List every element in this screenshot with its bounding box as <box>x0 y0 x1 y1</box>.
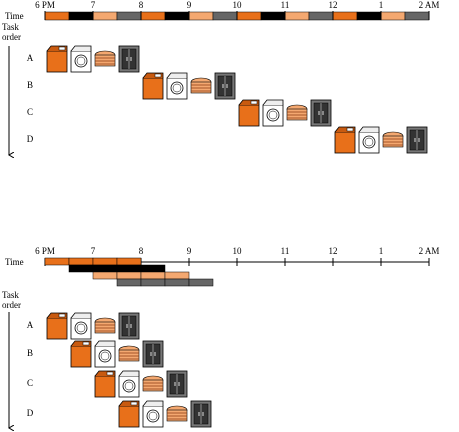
hour-label: 8 <box>139 0 144 10</box>
dryer-icon <box>70 45 92 73</box>
time-segment <box>140 264 166 273</box>
hour-label: 11 <box>281 0 290 10</box>
hour-label: 10 <box>233 246 243 256</box>
task-label: A <box>27 320 34 330</box>
hour-label: 12 <box>329 246 338 256</box>
time-segment <box>68 257 94 266</box>
closet-icon <box>406 126 428 154</box>
closet-icon <box>142 340 164 368</box>
time-segment <box>404 11 430 21</box>
hour-label: 1 <box>379 0 384 10</box>
time-segment <box>44 257 70 266</box>
hour-label: 12 <box>329 0 338 10</box>
time-segment <box>92 264 118 273</box>
washer-icon <box>46 312 68 340</box>
dryer-icon <box>118 370 140 398</box>
time-segment <box>68 264 94 273</box>
time-segment <box>116 271 142 280</box>
time-segment <box>116 257 142 266</box>
closet-icon <box>214 72 236 100</box>
time-segment <box>92 11 118 21</box>
axis-label: Time <box>5 11 24 21</box>
hour-label: 7 <box>91 0 96 10</box>
task-label: B <box>27 80 33 90</box>
closet-icon <box>118 45 140 73</box>
closet-icon <box>166 370 188 398</box>
hour-label: 9 <box>187 0 192 10</box>
axis-label: Time <box>5 257 24 267</box>
washer-icon <box>142 72 164 100</box>
time-segment <box>164 11 190 21</box>
task-label: D <box>27 134 34 144</box>
time-segment <box>212 11 238 21</box>
time-segment <box>140 11 166 21</box>
time-segment <box>140 271 166 280</box>
fold-icon <box>382 131 404 148</box>
time-segment <box>380 11 406 21</box>
washer-icon <box>70 340 92 368</box>
time-segment <box>260 11 286 21</box>
hour-label: 11 <box>281 246 290 256</box>
time-segment <box>164 271 190 280</box>
time-segment <box>188 11 214 21</box>
hour-label: 10 <box>233 0 243 10</box>
time-segment <box>164 278 190 287</box>
fold-icon <box>142 375 164 392</box>
dryer-icon <box>94 340 116 368</box>
hour-label: 1 <box>379 246 384 256</box>
hour-label: 6 PM <box>35 246 55 256</box>
time-segment <box>92 271 118 280</box>
washer-icon <box>94 370 116 398</box>
washer-icon <box>334 126 356 154</box>
washer-icon <box>238 99 260 127</box>
order-label: order <box>2 300 21 310</box>
washer-icon <box>46 45 68 73</box>
order-label: Task <box>2 22 19 32</box>
closet-icon <box>310 99 332 127</box>
time-segment <box>116 264 142 273</box>
time-segment <box>44 11 70 21</box>
time-segment <box>356 11 382 21</box>
order-label: Task <box>2 290 19 300</box>
time-segment <box>332 11 358 21</box>
fold-icon <box>94 50 116 67</box>
time-segment <box>284 11 310 21</box>
hour-label: 2 AM <box>419 0 440 10</box>
dryer-icon <box>262 99 284 127</box>
time-segment <box>116 11 142 21</box>
time-segment <box>68 11 94 21</box>
dryer-icon <box>358 126 380 154</box>
task-label: D <box>27 408 34 418</box>
closet-icon <box>190 400 212 428</box>
closet-icon <box>118 312 140 340</box>
task-label: C <box>27 378 33 388</box>
hour-label: 2 AM <box>419 246 440 256</box>
fold-icon <box>94 317 116 334</box>
dryer-icon <box>166 72 188 100</box>
fold-icon <box>166 405 188 422</box>
hour-label: 9 <box>187 246 192 256</box>
washer-icon <box>118 400 140 428</box>
time-segment <box>236 11 262 21</box>
time-segment <box>92 257 118 266</box>
task-label: C <box>27 107 33 117</box>
time-segment <box>188 278 214 287</box>
hour-label: 7 <box>91 246 96 256</box>
fold-icon <box>286 104 308 121</box>
dryer-icon <box>70 312 92 340</box>
task-label: A <box>27 53 34 63</box>
task-label: B <box>27 348 33 358</box>
time-segment <box>308 11 334 21</box>
fold-icon <box>118 345 140 362</box>
time-segment <box>140 278 166 287</box>
order-label: order <box>2 32 21 42</box>
hour-label: 6 PM <box>35 0 55 10</box>
hour-label: 8 <box>139 246 144 256</box>
fold-icon <box>190 77 212 94</box>
time-segment <box>116 278 142 287</box>
dryer-icon <box>142 400 164 428</box>
